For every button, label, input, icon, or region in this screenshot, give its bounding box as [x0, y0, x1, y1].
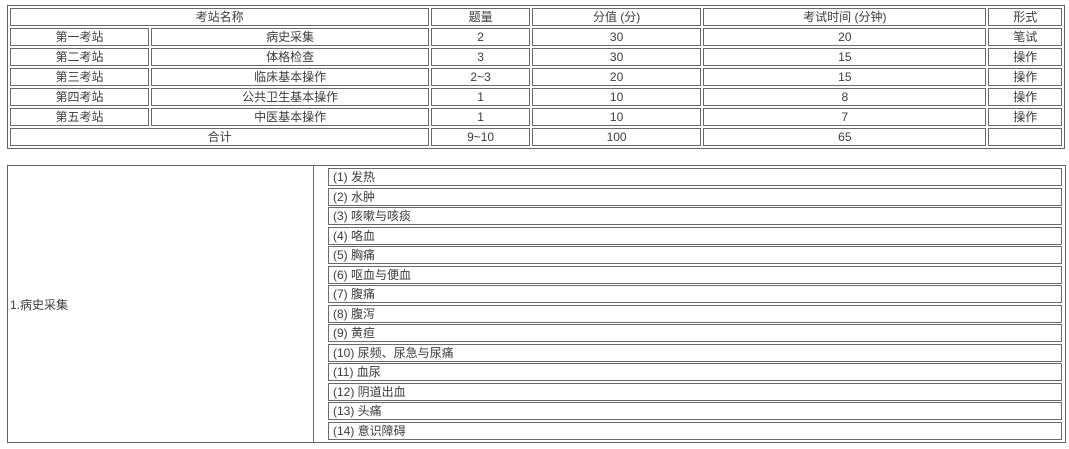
topic-item: (3) 咳嗽与咳痰: [328, 207, 1062, 225]
topic-item: (8) 腹泻: [328, 304, 1062, 323]
time-cell: 7: [703, 108, 987, 126]
topic-item: (5) 胸痛: [328, 246, 1062, 264]
table-row: 第四考站 公共卫生基本操作 1 10 8 操作: [10, 88, 1062, 106]
count-cell: 3: [431, 48, 530, 66]
total-format-cell: [988, 128, 1062, 146]
history-taking-table: 1.病史采集 (1) 发热 (2) 水肿 (3) 咳嗽与咳痰 (4) 咯血 (5…: [7, 165, 1066, 443]
table-row: 第五考站 中医基本操作 1 10 7 操作: [10, 108, 1062, 126]
time-cell: 15: [703, 68, 987, 86]
score-cell: 10: [531, 108, 702, 126]
score-cell: 30: [531, 28, 702, 46]
station-name-cell: 体格检查: [151, 48, 430, 66]
topic-item: (14) 意识障碍: [328, 421, 1062, 440]
format-cell: 笔试: [988, 28, 1062, 46]
station-name-cell: 临床基本操作: [151, 68, 430, 86]
total-score-cell: 100: [531, 128, 702, 146]
format-cell: 操作: [988, 48, 1062, 66]
score-cell: 30: [531, 48, 702, 66]
total-time-cell: 65: [703, 128, 987, 146]
format-cell: 操作: [988, 88, 1062, 106]
header-exam-time: 考试时间 (分钟): [703, 8, 987, 26]
topic-item: (7) 腹痛: [328, 285, 1062, 303]
station-cell: 第一考站: [10, 28, 150, 46]
topic-item: (13) 头痛: [328, 402, 1062, 420]
station-name-cell: 病史采集: [151, 28, 430, 46]
table-header-row: 考站名称 题量 分值 (分) 考试时间 (分钟) 形式: [10, 8, 1062, 26]
topic-item: (4) 咯血: [328, 226, 1062, 245]
table-row: 第三考站 临床基本操作 2~3 20 15 操作: [10, 68, 1062, 86]
station-cell: 第二考站: [10, 48, 150, 66]
format-cell: 操作: [988, 68, 1062, 86]
table-total-row: 合计 9~10 100 65: [10, 128, 1062, 146]
time-cell: 15: [703, 48, 987, 66]
count-cell: 1: [431, 88, 530, 106]
table-row: 第一考站 病史采集 2 30 20 笔试: [10, 28, 1062, 46]
station-cell: 第四考站: [10, 88, 150, 106]
topic-item: (11) 血尿: [328, 363, 1062, 381]
time-cell: 8: [703, 88, 987, 106]
total-label-cell: 合计: [10, 128, 430, 146]
topic-item: (12) 阴道出血: [328, 382, 1062, 401]
header-question-count: 题量: [431, 8, 530, 26]
topic-item: (1) 发热: [328, 168, 1062, 186]
station-cell: 第三考站: [10, 68, 150, 86]
header-format: 形式: [988, 8, 1062, 26]
station-name-cell: 公共卫生基本操作: [151, 88, 430, 106]
topic-item: (6) 呕血与便血: [328, 265, 1062, 284]
count-cell: 1: [431, 108, 530, 126]
count-cell: 2~3: [431, 68, 530, 86]
score-cell: 10: [531, 88, 702, 106]
header-station-name: 考站名称: [10, 8, 430, 26]
table-row: 第二考站 体格检查 3 30 15 操作: [10, 48, 1062, 66]
topic-item: (9) 黄疸: [328, 324, 1062, 342]
format-cell: 操作: [988, 108, 1062, 126]
topic-item: (2) 水肿: [328, 187, 1062, 206]
time-cell: 20: [703, 28, 987, 46]
total-count-cell: 9~10: [431, 128, 530, 146]
station-cell: 第五考站: [10, 108, 150, 126]
count-cell: 2: [431, 28, 530, 46]
station-name-cell: 中医基本操作: [151, 108, 430, 126]
topic-item: (10) 尿频、尿急与尿痛: [328, 343, 1062, 362]
exam-stations-table: 考站名称 题量 分值 (分) 考试时间 (分钟) 形式 第一考站 病史采集 2 …: [7, 5, 1065, 149]
category-cell: 1.病史采集: [8, 166, 314, 442]
score-cell: 20: [531, 68, 702, 86]
header-score: 分值 (分): [531, 8, 702, 26]
topic-list: (1) 发热 (2) 水肿 (3) 咳嗽与咳痰 (4) 咯血 (5) 胸痛 (6…: [328, 168, 1062, 441]
